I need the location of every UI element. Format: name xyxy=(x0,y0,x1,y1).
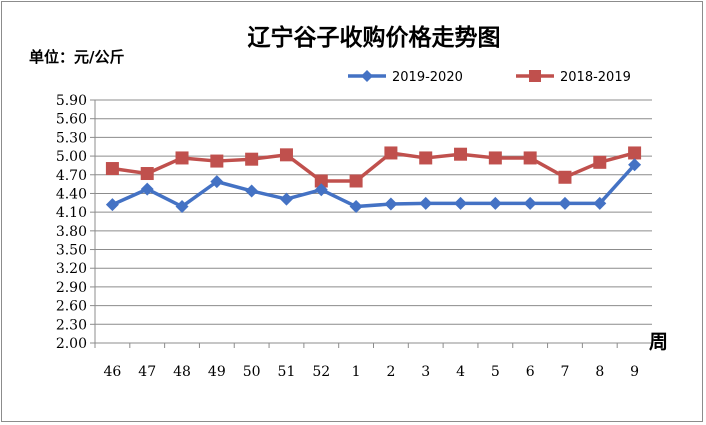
x-tick-label: 2 xyxy=(386,364,395,380)
x-tick-label: 51 xyxy=(278,364,296,380)
data-point xyxy=(210,154,224,168)
legend-item: 2019-2020 xyxy=(348,70,463,85)
y-tick-label: 3.50 xyxy=(56,243,87,259)
data-point xyxy=(419,196,433,210)
data-point xyxy=(384,197,398,211)
data-point xyxy=(210,175,224,189)
y-tick-label: 3.80 xyxy=(56,224,87,240)
x-tick-label: 48 xyxy=(173,364,191,380)
data-point xyxy=(384,146,398,160)
data-point xyxy=(488,151,502,165)
series-2018-2019 xyxy=(105,146,642,188)
x-tick-label: 4 xyxy=(456,364,465,380)
series-line xyxy=(111,163,636,209)
data-point xyxy=(558,196,572,210)
y-tick-label: 2.00 xyxy=(56,336,87,352)
x-tick-label: 3 xyxy=(421,364,430,380)
data-point xyxy=(175,151,189,165)
data-point xyxy=(523,151,537,165)
x-tick-label: 52 xyxy=(312,364,330,380)
y-tick-label: 4.10 xyxy=(56,205,87,221)
unit-label: 单位：元/公斤 xyxy=(29,48,124,66)
x-tick-label: 1 xyxy=(352,364,361,380)
y-tick-label: 4.40 xyxy=(56,186,87,202)
data-point xyxy=(349,200,363,214)
y-tick-label: 2.60 xyxy=(56,299,87,315)
data-point xyxy=(593,155,607,169)
data-point xyxy=(105,198,119,212)
x-tick-label: 7 xyxy=(561,364,570,380)
data-point xyxy=(419,151,433,165)
data-point xyxy=(279,192,293,206)
x-axis-ticks: 46 47 48 49 50 51 52 1 2 3 4 5 6 7 8 9 xyxy=(94,343,653,380)
data-point xyxy=(279,148,293,162)
y-tick-label: 5.90 xyxy=(56,93,87,109)
x-axis-label: 周 xyxy=(649,331,668,353)
data-point xyxy=(245,152,259,166)
x-tick-label: 50 xyxy=(243,364,261,380)
data-point xyxy=(314,183,328,197)
data-point xyxy=(628,158,642,172)
y-tick-label: 2.30 xyxy=(56,317,87,333)
data-point xyxy=(245,184,259,198)
data-point xyxy=(349,174,363,188)
x-tick-label: 9 xyxy=(630,364,639,380)
chart-title: 辽宁谷子收购价格走势图 xyxy=(248,24,501,51)
data-point xyxy=(454,196,468,210)
legend-marker xyxy=(361,70,373,82)
series-2019-2020 xyxy=(105,158,642,214)
x-tick-label: 6 xyxy=(526,364,535,380)
legend-label: 2019-2020 xyxy=(392,70,463,85)
legend-label: 2018-2019 xyxy=(560,70,631,85)
legend-marker xyxy=(529,70,541,82)
y-tick-label: 4.70 xyxy=(56,168,87,184)
data-point xyxy=(593,196,607,210)
axes xyxy=(94,100,652,344)
legend-item: 2018-2019 xyxy=(516,70,631,85)
x-tick-label: 47 xyxy=(138,364,156,380)
y-tick-label: 5.00 xyxy=(56,149,87,165)
data-point xyxy=(488,196,502,210)
data-point xyxy=(140,182,154,196)
data-point xyxy=(558,170,572,184)
gridlines xyxy=(90,99,652,344)
data-point xyxy=(314,174,328,188)
y-tick-label: 5.60 xyxy=(56,112,87,128)
data-point xyxy=(175,200,189,214)
y-tick-label: 3.20 xyxy=(56,261,87,277)
series-line xyxy=(112,151,636,183)
x-tick-label: 49 xyxy=(208,364,226,380)
data-point xyxy=(105,162,119,176)
x-tick-label: 5 xyxy=(491,364,500,380)
data-point xyxy=(523,196,537,210)
y-tick-label: 2.90 xyxy=(56,280,87,296)
y-tick-label: 5.30 xyxy=(56,130,87,146)
data-point xyxy=(454,147,468,161)
data-point xyxy=(140,167,154,181)
series-layer xyxy=(105,146,642,214)
data-point xyxy=(628,146,642,160)
legend: 2019-2020 2018-2019 xyxy=(348,70,631,85)
x-tick-label: 46 xyxy=(103,364,121,380)
y-axis-ticks: 2.00 2.30 2.60 2.90 3.20 3.50 3.80 4.10 4.40 4.70… xyxy=(56,93,87,352)
x-tick-label: 8 xyxy=(595,364,604,380)
